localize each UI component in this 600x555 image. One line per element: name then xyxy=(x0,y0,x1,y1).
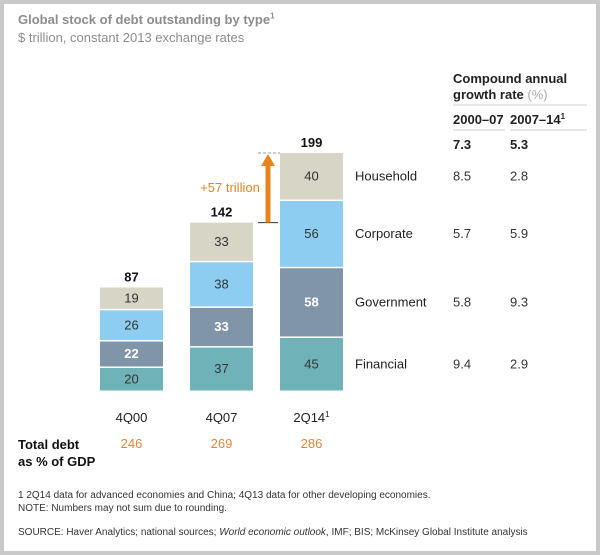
cagr-2000-07: 9.4 xyxy=(453,356,471,371)
cagr-2000-07: 5.8 xyxy=(453,295,471,310)
bar-segment-financial xyxy=(280,337,343,391)
series-label-government: Government xyxy=(355,295,427,310)
category-label: 2Q141 xyxy=(293,410,330,424)
bar-segment-household xyxy=(280,153,343,200)
series-label-financial: Financial xyxy=(355,356,407,371)
cagr-2007-14: 9.3 xyxy=(510,295,528,310)
segment-label: 33 xyxy=(214,319,228,334)
bar-segment-government xyxy=(280,268,343,337)
category-label: 4Q07 xyxy=(206,410,238,424)
chart-title: Global stock of debt outstanding by type… xyxy=(18,11,275,27)
bar-segment-corporate xyxy=(100,310,163,341)
category-label: 4Q00 xyxy=(116,410,148,424)
bar-total: 142 xyxy=(211,205,233,220)
bar-total: 199 xyxy=(301,135,323,150)
gdp-label: Total debt as % of GDP xyxy=(18,437,96,469)
series-label-corporate: Corporate xyxy=(355,226,413,241)
segment-label: 45 xyxy=(304,356,318,371)
cagr-total-2007-14: 5.3 xyxy=(510,137,528,152)
segment-label: 33 xyxy=(214,234,228,249)
cagr-2007-14: 5.9 xyxy=(510,226,528,241)
period-header-2007-14: 2007–141 xyxy=(510,112,566,127)
segment-label: 56 xyxy=(304,226,318,241)
segment-label: 26 xyxy=(124,317,138,332)
segment-label: 38 xyxy=(214,277,228,292)
chart-subtitle: $ trillion, constant 2013 exchange rates xyxy=(18,30,245,45)
gdp-value: 286 xyxy=(300,436,323,451)
segment-label: 58 xyxy=(304,295,318,310)
gdp-value: 246 xyxy=(120,436,143,451)
footnote-1: 1 2Q14 data for advanced economies and C… xyxy=(18,490,431,501)
gdp-value: 269 xyxy=(210,436,233,451)
segment-label: 40 xyxy=(304,168,318,183)
bar-segment-household xyxy=(190,222,253,261)
segment-label: 19 xyxy=(124,290,138,305)
bar-segment-corporate xyxy=(190,262,253,307)
segment-label: 37 xyxy=(214,361,228,376)
segment-label: 20 xyxy=(124,371,138,386)
growth-header-line2: growth rate (%) xyxy=(453,87,548,102)
increase-annotation: +57 trillion xyxy=(200,180,260,195)
segment-label: 22 xyxy=(124,346,138,361)
cagr-2000-07: 5.7 xyxy=(453,226,471,241)
growth-header-line1: Compound annual xyxy=(453,71,567,86)
cagr-2000-07: 8.5 xyxy=(453,168,471,183)
cagr-2007-14: 2.8 xyxy=(510,168,528,183)
bar-segment-corporate xyxy=(280,201,343,267)
arrow-head-icon xyxy=(261,154,275,166)
bar-segment-government xyxy=(190,307,253,347)
bar-segment-financial xyxy=(190,347,253,391)
cagr-2007-14: 2.9 xyxy=(510,356,528,371)
bar-segment-government xyxy=(100,341,163,367)
period-header-2000-07: 2000–07 xyxy=(453,112,504,127)
footnote-note: NOTE: Numbers may not sum due to roundin… xyxy=(18,503,227,514)
cagr-total-2000-07: 7.3 xyxy=(453,137,471,152)
bar-total: 87 xyxy=(124,270,138,285)
source-note: SOURCE: Haver Analytics; national source… xyxy=(18,527,528,538)
stacked-bar-chart: 20 22 26 19 87 4Q00 37 33 38 33 142 4Q07 45 58 56 40 199… xyxy=(100,71,587,424)
series-label-household: Household xyxy=(355,168,417,183)
bar-segment-financial xyxy=(100,367,163,391)
bar-segment-household xyxy=(100,287,163,309)
